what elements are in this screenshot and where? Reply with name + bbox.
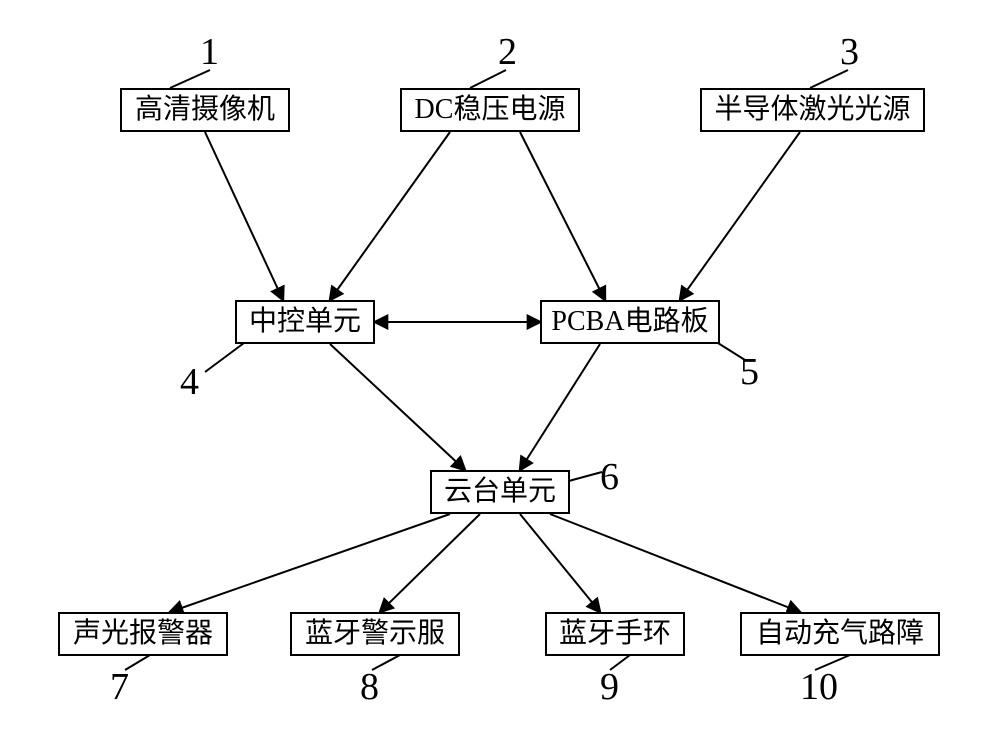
node-label: PCBA电路板: [551, 307, 708, 338]
node-pcba-board: PCBA电路板: [540, 300, 720, 344]
node-auto-roadblock: 自动充气路障: [740, 612, 940, 656]
leader-line-6: [565, 472, 602, 482]
node-central-control: 中控单元: [235, 300, 375, 344]
node-dc-power: DC稳压电源: [400, 88, 580, 132]
ref-number-6: 6: [600, 455, 619, 499]
ref-number-2: 2: [498, 30, 517, 74]
node-label: 中控单元: [249, 307, 361, 338]
node-label: 蓝牙警示服: [305, 619, 445, 650]
edge-n4-n6: [330, 344, 465, 470]
diagram-canvas: 高清摄像机 DC稳压电源 半导体激光光源 中控单元 PCBA电路板 云台单元 声…: [0, 0, 1000, 736]
ref-number-8: 8: [360, 665, 379, 709]
node-label: 云台单元: [444, 477, 556, 508]
edge-n5-n6: [520, 344, 600, 470]
ref-number-10: 10: [800, 665, 838, 709]
leader-line-4: [205, 340, 248, 372]
node-label: 半导体激光光源: [714, 95, 910, 126]
edge-n2-n5: [520, 132, 605, 300]
ref-number-5: 5: [740, 350, 759, 394]
edge-n6-n9: [520, 514, 600, 612]
node-label: 蓝牙手环: [559, 619, 671, 650]
node-bluetooth-band: 蓝牙手环: [545, 612, 685, 656]
ref-number-9: 9: [600, 665, 619, 709]
edge-n6-n10: [550, 514, 800, 612]
node-bluetooth-vest: 蓝牙警示服: [290, 612, 460, 656]
edge-n3-n5: [680, 132, 800, 300]
node-label: 高清摄像机: [135, 95, 275, 126]
ref-number-4: 4: [180, 360, 199, 404]
node-ptz-unit: 云台单元: [430, 470, 570, 514]
node-label: DC稳压电源: [415, 95, 566, 126]
node-label: 声光报警器: [73, 619, 213, 650]
edge-n1-n4: [205, 132, 283, 300]
edge-n2-n4: [330, 132, 450, 300]
ref-number-7: 7: [110, 665, 129, 709]
edge-n6-n7: [170, 514, 450, 612]
node-label: 自动充气路障: [756, 619, 924, 650]
node-hd-camera: 高清摄像机: [120, 88, 290, 132]
node-laser-source: 半导体激光光源: [700, 88, 925, 132]
edge-n6-n8: [380, 514, 480, 612]
ref-number-3: 3: [840, 30, 859, 74]
ref-number-1: 1: [200, 30, 219, 74]
node-sound-light-alarm: 声光报警器: [58, 612, 228, 656]
